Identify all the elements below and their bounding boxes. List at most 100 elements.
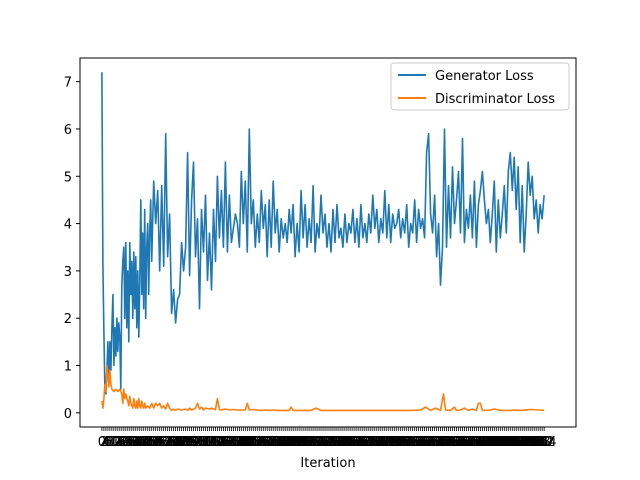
x-tick-label: 232: [321, 435, 346, 450]
x-tick-label: 184: [273, 435, 298, 450]
x-tick-label: 38: [131, 435, 148, 450]
x-tick-label: 366: [454, 435, 479, 450]
x-tick-label: 144: [233, 435, 258, 450]
x-tick-label: 304: [392, 435, 417, 450]
x-tick-label: 262: [350, 435, 375, 450]
x-tick-label: 292: [380, 435, 405, 450]
x-tick-label: 252: [340, 435, 365, 450]
x-tick-label: 386: [474, 435, 499, 450]
x-tick-label: 344: [432, 435, 457, 450]
x-tick-label: 96: [189, 435, 206, 450]
x-tick-label: 244: [333, 435, 358, 450]
x-tick-label: 302: [390, 435, 415, 450]
x-tick-label: 138: [227, 435, 252, 450]
x-tick-label: 78: [171, 435, 188, 450]
x-tick-label: 230: [319, 435, 344, 450]
x-tick-label: 356: [444, 435, 469, 450]
x-tick-label: 444: [532, 435, 557, 450]
x-tick-label: 110: [199, 435, 224, 450]
x-tick-label: 88: [181, 435, 198, 450]
x-tick-label: 168: [257, 435, 282, 450]
x-tick-label: 80: [173, 435, 190, 450]
x-tick-label: 20: [114, 435, 131, 450]
series-line-generator-loss: [101, 72, 545, 395]
x-tick-label: 324: [412, 435, 437, 450]
x-tick-label: 162: [251, 435, 276, 450]
x-tick-label: 256: [344, 435, 369, 450]
x-tick-label: 420: [508, 435, 533, 450]
x-tick-label: 354: [442, 435, 467, 450]
x-tick-label: 284: [372, 435, 397, 450]
x-tick-label: 18: [112, 435, 129, 450]
x-tick-label: 280: [368, 435, 393, 450]
x-tick-label: 210: [299, 435, 324, 450]
x-tick-label: 66: [159, 435, 176, 450]
x-tick-label: 218: [307, 435, 332, 450]
x-tick-label: 238: [327, 435, 352, 450]
x-tick-label: 72: [165, 435, 182, 450]
x-tick-label: 114: [203, 435, 228, 450]
x-tick-label: 132: [221, 435, 246, 450]
x-tick-label: 182: [271, 435, 296, 450]
legend: Generator Loss Discriminator Loss: [390, 62, 570, 111]
x-tick-label: 16: [110, 435, 127, 450]
x-tick-label: 416: [504, 435, 529, 450]
x-tick-label: 204: [293, 435, 318, 450]
x-tick-label: 130: [219, 435, 244, 450]
legend-label-generator: Generator Loss: [435, 69, 534, 84]
x-tick-label: 2: [100, 435, 108, 450]
x-tick-label: 74: [167, 435, 184, 450]
x-tick-label: 270: [358, 435, 383, 450]
x-tick-label: 434: [522, 435, 547, 450]
x-tick-label: 438: [526, 435, 551, 450]
x-tick-label: 428: [516, 435, 541, 450]
x-tick-label: 272: [360, 435, 385, 450]
x-tick-label: 170: [259, 435, 284, 450]
x-tick-label: 310: [398, 435, 423, 450]
x-tick-label: 150: [239, 435, 264, 450]
x-tick-label: 384: [472, 435, 497, 450]
y-axis: 0 1 2 3 4 5 6 7: [64, 76, 80, 422]
x-tick-label: 174: [263, 435, 288, 450]
x-tick-label: 148: [237, 435, 262, 450]
x-tick-label: 108: [197, 435, 222, 450]
x-tick-label: 282: [370, 435, 395, 450]
x-tick-label: 188: [277, 435, 302, 450]
x-tick-label: 216: [305, 435, 330, 450]
x-tick-label: 288: [376, 435, 401, 450]
x-tick-label: 166: [255, 435, 280, 450]
x-tick-label: 424: [512, 435, 537, 450]
y-tick-label: 2: [64, 312, 72, 327]
series-layer: [101, 72, 545, 412]
x-tick-label: 314: [402, 435, 427, 450]
x-tick-label: 106: [195, 435, 220, 450]
x-tick-label: 152: [241, 435, 266, 450]
x-tick-label: 372: [460, 435, 485, 450]
x-tick-label: 426: [514, 435, 539, 450]
x-tick-label: 340: [428, 435, 453, 450]
x-tick-label: 48: [141, 435, 158, 450]
x-tick-label: 350: [438, 435, 463, 450]
x-tick-label: 408: [496, 435, 521, 450]
x-tick-label: 268: [356, 435, 381, 450]
x-tick-label: 46: [139, 435, 156, 450]
x-tick-label: 116: [205, 435, 230, 450]
x-tick-label: 336: [424, 435, 449, 450]
x-tick-label: 214: [303, 435, 328, 450]
y-tick-label: 1: [64, 360, 72, 375]
x-tick-label: 4: [102, 435, 110, 450]
x-tick-label: 8: [106, 435, 114, 450]
x-tick-label: 392: [480, 435, 505, 450]
x-tick-label: 374: [462, 435, 487, 450]
x-tick-label: 220: [309, 435, 334, 450]
x-tick-label: 208: [297, 435, 322, 450]
x-tick-label: 126: [215, 435, 240, 450]
x-tick-label: 316: [404, 435, 429, 450]
x-tick-label: 190: [279, 435, 304, 450]
y-tick-label: 7: [64, 76, 72, 91]
legend-label-discriminator: Discriminator Loss: [435, 92, 555, 107]
x-tick-label: 100: [189, 435, 214, 450]
x-tick-label: 390: [478, 435, 503, 450]
x-tick-label: 84: [177, 435, 194, 450]
x-tick-label: 142: [231, 435, 256, 450]
